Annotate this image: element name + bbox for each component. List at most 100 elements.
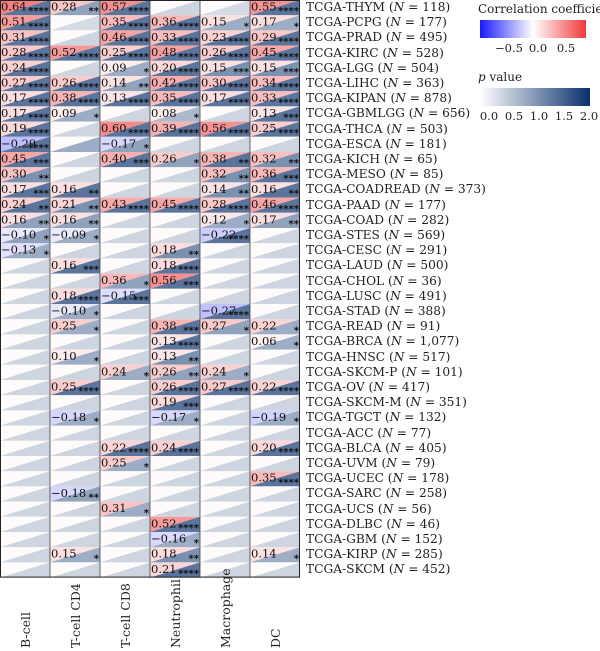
cell-pvalue-triangle: [0, 516, 50, 532]
cell-correlation-triangle: [100, 167, 150, 183]
cell-pvalue-triangle: [0, 334, 50, 350]
cell-correlation-triangle: [150, 425, 200, 441]
cell-pvalue-triangle: [0, 486, 50, 502]
cell-pvalue-triangle: [100, 288, 150, 304]
cell-correlation-value: 0.57: [101, 0, 127, 14]
cell-correlation-triangle: [100, 30, 150, 46]
cell-correlation-value: 0.42: [151, 76, 177, 90]
cell-pvalue-triangle: [0, 167, 50, 183]
cell-pvalue-triangle: [0, 121, 50, 137]
cell-pvalue-triangle: [200, 152, 250, 168]
cell-correlation-value: −0.17: [101, 136, 136, 150]
cell-significance-stars: ****: [28, 128, 50, 139]
cell-pvalue-triangle: [100, 76, 150, 92]
cell-significance-stars: *: [94, 325, 100, 336]
cell-pvalue-triangle: [0, 228, 50, 244]
cell-pvalue-triangle: [150, 91, 200, 107]
cell-correlation-value: −0.29: [1, 136, 36, 150]
cell-correlation-value: 0.39: [151, 121, 177, 135]
cell-correlation-value: 0.45: [1, 152, 27, 166]
cell-pvalue-triangle: [200, 319, 250, 335]
cell-pvalue-triangle: [0, 197, 50, 213]
cell-correlation-value: 0.26: [151, 152, 177, 166]
cell-pvalue-triangle: [200, 501, 250, 517]
cell-pvalue-triangle: [50, 395, 100, 411]
cell-pvalue-triangle: [100, 228, 150, 244]
cell-pvalue-triangle: [150, 304, 200, 320]
cell-correlation-value: 0.17: [201, 91, 227, 105]
cell-correlation-value: 0.17: [1, 182, 27, 196]
cell-significance-stars: ****: [28, 82, 50, 93]
cell-pvalue-triangle: [100, 136, 150, 152]
row-label: TCGA-LAUD (N = 500): [306, 258, 449, 273]
cell-correlation-triangle: [0, 228, 50, 244]
cell-pvalue-triangle: [50, 349, 100, 365]
cell-pvalue-triangle: [150, 152, 200, 168]
cell-correlation-triangle: [50, 516, 100, 532]
cell-correlation-triangle: [0, 425, 50, 441]
cell-correlation-value: 0.06: [251, 334, 277, 348]
cell-pvalue-triangle: [50, 136, 100, 152]
cell-correlation-value: 0.18: [151, 258, 177, 272]
cell-correlation-triangle: [100, 60, 150, 76]
cell-significance-stars: ***: [183, 325, 199, 336]
cell-correlation-value: 0.28: [1, 45, 27, 59]
cell-pvalue-triangle: [0, 532, 50, 548]
cell-pvalue-triangle: [0, 258, 50, 274]
row-label: TCGA-GBMLGG (N = 656): [306, 106, 471, 121]
cell-pvalue-triangle: [200, 516, 250, 532]
cell-pvalue-triangle: [250, 152, 300, 168]
cell-correlation-triangle: [100, 91, 150, 107]
cell-correlation-triangle: [150, 212, 200, 228]
cell-significance-stars: **: [289, 219, 300, 230]
pvalue-tick-label: 2.0: [579, 109, 599, 123]
cell-pvalue-triangle: [100, 547, 150, 563]
cell-pvalue-triangle: [200, 288, 250, 304]
cell-pvalue-triangle: [0, 440, 50, 456]
pvalue-tick-label: 1.5: [554, 109, 574, 123]
cell-correlation-value: 0.43: [101, 197, 127, 211]
cell-correlation-value: 0.22: [251, 319, 277, 333]
cell-pvalue-triangle: [50, 152, 100, 168]
cell-correlation-value: 0.36: [151, 15, 177, 29]
cell-correlation-value: 0.18: [51, 288, 77, 302]
cell-pvalue-triangle: [50, 15, 100, 31]
cell-correlation-value: 0.35: [151, 91, 177, 105]
cell-pvalue-triangle: [50, 304, 100, 320]
cell-correlation-triangle: [50, 60, 100, 76]
cell-correlation-value: 0.25: [101, 456, 127, 470]
cell-significance-stars: ****: [128, 6, 150, 17]
cell-pvalue-triangle: [150, 182, 200, 198]
cell-pvalue-triangle: [200, 243, 250, 259]
cell-correlation-value: 0.15: [201, 60, 227, 74]
cell-correlation-triangle: [250, 121, 300, 137]
cell-pvalue-triangle: [150, 516, 200, 532]
cell-pvalue-triangle: [250, 532, 300, 548]
cell-significance-stars: ***: [33, 189, 49, 200]
cell-correlation-value: −0.16: [151, 532, 186, 546]
cell-pvalue-triangle: [150, 486, 200, 502]
cell-correlation-triangle: [200, 516, 250, 532]
cell-pvalue-triangle: [200, 121, 250, 137]
cell-correlation-value: 0.25: [101, 45, 127, 59]
cell-significance-stars: ***: [183, 401, 199, 412]
cell-pvalue-triangle: [250, 364, 300, 380]
cell-correlation-value: −0.15: [101, 288, 136, 302]
cell-correlation-value: 0.38: [51, 91, 77, 105]
cell-pvalue-triangle: [250, 334, 300, 350]
cell-correlation-triangle: [250, 167, 300, 183]
cell-pvalue-triangle: [150, 364, 200, 380]
cell-correlation-triangle: [0, 319, 50, 335]
cell-pvalue-triangle: [100, 258, 150, 274]
cell-pvalue-triangle: [50, 319, 100, 335]
row-label: TCGA-BLCA (N = 405): [306, 440, 447, 455]
cell-correlation-value: 0.22: [251, 380, 277, 394]
row-label: TCGA-SKCM-P (N = 101): [306, 364, 463, 379]
cell-correlation-triangle: [100, 152, 150, 168]
cell-significance-stars: ****: [128, 128, 150, 139]
cell-correlation-value: 0.52: [151, 516, 177, 530]
row-label: TCGA-LIHC (N = 363): [306, 76, 445, 90]
cell-pvalue-triangle: [0, 319, 50, 335]
cell-pvalue-triangle: [250, 471, 300, 487]
cell-correlation-triangle: [200, 30, 250, 46]
